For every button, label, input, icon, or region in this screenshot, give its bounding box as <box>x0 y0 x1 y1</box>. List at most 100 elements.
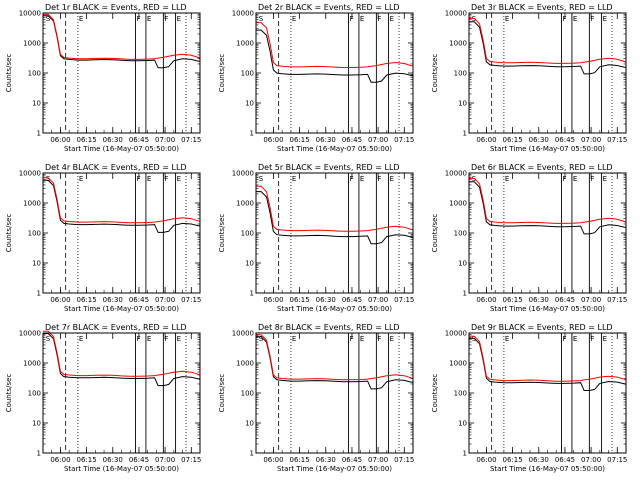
marker-glyph: F <box>164 335 168 343</box>
y-tick-label: 1000 <box>23 360 41 368</box>
x-tick-label: 07:00 <box>581 136 601 144</box>
x-axis-label: Start Time (16-May-07 05:50:00) <box>64 305 179 313</box>
y-tick-label: 100 <box>454 230 467 238</box>
x-tick-label: 07:15 <box>607 136 627 144</box>
marker-glyph: F <box>562 335 566 343</box>
events-series-line <box>256 336 414 390</box>
lld-series-line <box>256 185 414 232</box>
y-tick-label: 1000 <box>236 360 254 368</box>
events-series-line <box>469 181 627 235</box>
plot-frame <box>468 12 627 134</box>
x-tick-label: 06:00 <box>263 296 283 304</box>
marker-glyph: E <box>360 335 364 343</box>
x-axis-label: Start Time (16-May-07 05:50:00) <box>277 465 392 473</box>
x-tick-label: 06:00 <box>476 456 496 464</box>
plot-frame <box>42 12 201 134</box>
y-tick-label: 1 <box>463 290 467 298</box>
lld-series-line <box>469 17 627 64</box>
plot-frame <box>42 332 201 454</box>
y-tick-label: 10 <box>245 260 254 268</box>
x-tick-label: 07:00 <box>581 296 601 304</box>
y-tick-label: 1000 <box>236 40 254 48</box>
y-axis-label: Counts/sec <box>218 54 226 93</box>
panel-4: Det 4r BLACK = Events, RED = LLD Counts/s… <box>5 163 201 313</box>
y-axis-label: Counts/sec <box>431 214 439 253</box>
marker-glyph: E <box>573 15 577 23</box>
y-axis-label: Counts/sec <box>431 54 439 93</box>
marker-glyph: F <box>136 335 140 343</box>
x-tick-label: 07:00 <box>368 456 388 464</box>
y-axis-label: Counts/sec <box>5 374 13 413</box>
y-tick-label: 1 <box>37 290 41 298</box>
plot-frame <box>468 172 627 294</box>
marker-glyph: F <box>349 175 353 183</box>
y-tick-label: 1 <box>37 130 41 138</box>
events-series-line <box>256 191 414 245</box>
marker-glyph: E <box>360 15 364 23</box>
marker-glyph: F <box>377 15 381 23</box>
x-tick-label: 07:15 <box>607 456 627 464</box>
x-tick-label: 07:00 <box>155 456 175 464</box>
marker-glyph: E <box>79 175 83 183</box>
y-tick-label: 1 <box>37 450 41 458</box>
y-tick-label: 10000 <box>232 170 254 178</box>
lld-series-line <box>43 177 201 224</box>
panel-title: Det 4r BLACK = Events, RED = LLD <box>45 163 187 172</box>
y-tick-label: 10 <box>458 420 467 428</box>
panel-9: Det 9r BLACK = Events, RED = LLD Counts/s… <box>431 323 627 473</box>
events-series-line <box>43 15 201 69</box>
lld-series-line <box>469 177 627 224</box>
y-tick-label: 10000 <box>19 170 41 178</box>
panel-2: Det 2r BLACK = Events, RED = LLD Counts/s… <box>218 3 414 153</box>
plot-frame <box>255 332 414 454</box>
marker-glyph: E <box>177 335 181 343</box>
x-tick-label: 07:15 <box>607 296 627 304</box>
lld-series-line <box>43 330 201 377</box>
x-tick-label: 07:00 <box>581 456 601 464</box>
y-tick-label: 1000 <box>449 360 467 368</box>
marker-glyph: S <box>46 335 51 343</box>
y-tick-label: 10 <box>458 100 467 108</box>
y-tick-label: 1 <box>463 450 467 458</box>
y-tick-label: 100 <box>28 390 41 398</box>
y-axis-label: Counts/sec <box>5 214 13 253</box>
marker-glyph: E <box>603 335 607 343</box>
marker-glyph: E <box>292 335 296 343</box>
panel-6: Det 6r BLACK = Events, RED = LLD Counts/s… <box>431 163 627 313</box>
y-tick-label: 1 <box>250 130 254 138</box>
y-tick-label: 1000 <box>236 200 254 208</box>
y-tick-label: 10 <box>245 420 254 428</box>
panel-3: Det 3r BLACK = Events, RED = LLD Counts/s… <box>431 3 627 153</box>
panel-title: Det 3r BLACK = Events, RED = LLD <box>471 3 613 12</box>
marker-glyph: E <box>147 175 151 183</box>
panel-title: Det 2r BLACK = Events, RED = LLD <box>258 3 400 12</box>
marker-glyph: E <box>505 15 509 23</box>
y-tick-label: 1 <box>250 450 254 458</box>
x-tick-label: 06:45 <box>555 136 575 144</box>
marker-glyph: S <box>259 15 264 23</box>
x-axis-label: Start Time (16-May-07 05:50:00) <box>490 465 605 473</box>
x-tick-label: 06:45 <box>342 136 362 144</box>
x-tick-label: 06:00 <box>50 456 70 464</box>
panel-title: Det 7r BLACK = Events, RED = LLD <box>45 323 187 332</box>
panel-title: Det 1r BLACK = Events, RED = LLD <box>45 3 187 12</box>
marker-glyph: E <box>603 175 607 183</box>
marker-glyph: E <box>147 15 151 23</box>
x-tick-label: 06:15 <box>290 296 310 304</box>
marker-glyph: E <box>292 15 296 23</box>
x-tick-label: 06:30 <box>529 136 549 144</box>
x-tick-label: 06:45 <box>555 456 575 464</box>
x-tick-label: 06:30 <box>316 136 336 144</box>
y-tick-label: 100 <box>28 230 41 238</box>
y-tick-label: 10 <box>245 100 254 108</box>
panel-title: Det 6r BLACK = Events, RED = LLD <box>471 163 613 172</box>
x-tick-label: 06:45 <box>555 296 575 304</box>
y-tick-label: 10000 <box>232 330 254 338</box>
y-tick-label: 10000 <box>19 330 41 338</box>
x-tick-label: 06:30 <box>316 456 336 464</box>
x-tick-label: 06:30 <box>103 456 123 464</box>
y-tick-label: 1 <box>463 130 467 138</box>
marker-glyph: E <box>360 175 364 183</box>
y-tick-label: 1 <box>250 290 254 298</box>
marker-glyph: E <box>505 175 509 183</box>
